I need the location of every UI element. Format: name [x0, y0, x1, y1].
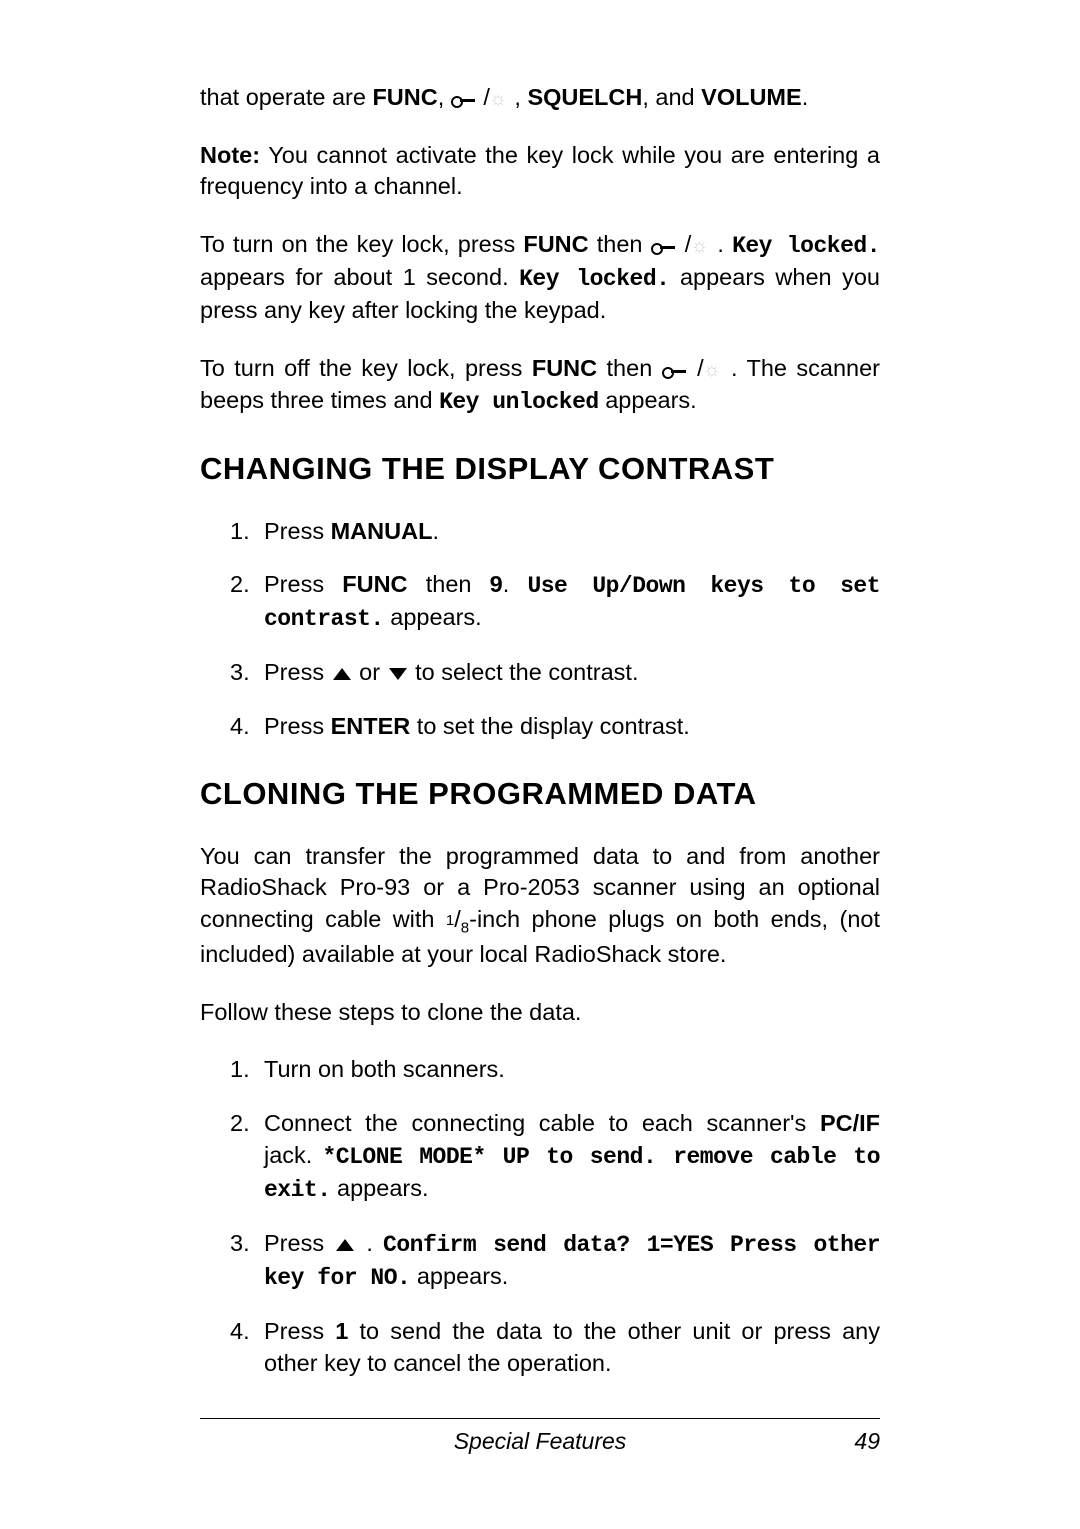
key-func: FUNC — [532, 355, 597, 381]
clone-follow: Follow these steps to clone the data. — [200, 997, 880, 1029]
text: , — [438, 84, 451, 110]
text: . — [709, 231, 732, 257]
text: , and — [642, 84, 701, 110]
note-label: Note: — [200, 142, 260, 168]
heading-contrast: CHANGING THE DISPLAY CONTRAST — [200, 448, 880, 490]
key-squelch: SQUELCH — [527, 84, 642, 110]
paragraph-keylock-on: To turn on the key lock, press FUNC then… — [200, 229, 880, 327]
text: appears. — [410, 1263, 508, 1289]
text: appears. — [599, 387, 697, 413]
text: to send the data to the other unit or pr… — [264, 1318, 880, 1376]
text: . — [356, 1230, 383, 1256]
key-icon — [451, 92, 477, 106]
text: Press — [264, 571, 342, 597]
paragraph-operate: that operate are FUNC, / , SQUELCH, and … — [200, 82, 880, 114]
list-item: Press . Confirm send data? 1=YES Press o… — [230, 1228, 880, 1294]
text: Press — [264, 1318, 335, 1344]
text: Press — [264, 1230, 334, 1256]
jack-pcif: PC/IF — [820, 1110, 880, 1136]
text: Press — [264, 518, 331, 544]
key-icon — [662, 363, 688, 377]
list-item: Press 1 to send the data to the other un… — [230, 1316, 880, 1379]
display-msg: Key locked. — [732, 233, 880, 259]
light-icon — [691, 237, 709, 255]
footer-rule — [200, 1418, 880, 1419]
text: appears for about 1 second. — [200, 264, 519, 290]
footer-spacer — [200, 1428, 260, 1455]
text: then — [589, 231, 651, 257]
text: to set the display contrast. — [410, 713, 690, 739]
note-paragraph: Note: You cannot activate the key lock w… — [200, 140, 880, 203]
up-arrow-icon — [333, 668, 351, 680]
list-item: Connect the connecting cable to each sca… — [230, 1108, 880, 1206]
light-icon — [490, 90, 508, 108]
display-msg: Key locked. — [519, 266, 669, 292]
text: to select the contrast. — [409, 659, 639, 685]
list-item: Press FUNC then 9. Use Up/Down keys to s… — [230, 569, 880, 635]
text: or — [353, 659, 387, 685]
text: then — [597, 355, 662, 381]
clone-intro: You can transfer the programmed data to … — [200, 841, 880, 971]
list-item: Turn on both scanners. — [230, 1054, 880, 1086]
text: that operate are — [200, 84, 372, 110]
text: jack. — [264, 1142, 322, 1168]
up-arrow-icon — [336, 1239, 354, 1251]
text: . — [432, 518, 439, 544]
text: appears. — [384, 604, 482, 630]
text: To turn off the key lock, press — [200, 355, 532, 381]
key-enter: ENTER — [331, 713, 411, 739]
light-icon — [704, 361, 722, 379]
key-nine: 9 — [490, 571, 503, 597]
paragraph-keylock-off: To turn off the key lock, press FUNC the… — [200, 353, 880, 418]
heading-cloning: CLONING THE PROGRAMMED DATA — [200, 773, 880, 815]
text: Connect the connecting cable to each sca… — [264, 1110, 820, 1136]
text: To turn on the key lock, press — [200, 231, 523, 257]
fraction-den: 8 — [461, 920, 469, 937]
text: Turn on both scanners. — [264, 1056, 505, 1082]
page-footer: Special Features 49 — [200, 1428, 880, 1455]
footer-section-title: Special Features — [260, 1428, 820, 1455]
text: / — [688, 355, 704, 381]
list-item: Press MANUAL. — [230, 516, 880, 548]
text: / — [677, 231, 692, 257]
key-manual: MANUAL — [331, 518, 433, 544]
key-volume: VOL­UME — [701, 84, 802, 110]
text: . — [802, 84, 809, 110]
text: Press — [264, 659, 331, 685]
key-icon — [651, 239, 677, 253]
text: Press — [264, 713, 331, 739]
list-item: Press or to select the contrast. — [230, 657, 880, 689]
text: , — [508, 84, 528, 110]
fraction-num: 1 — [446, 912, 454, 929]
clone-steps: Turn on both scanners. Connect the conne… — [230, 1054, 880, 1379]
key-func: FUNC — [523, 231, 588, 257]
down-arrow-icon — [389, 668, 407, 680]
list-item: Press ENTER to set the display contrast. — [230, 711, 880, 743]
contrast-steps: Press MANUAL. Press FUNC then 9. Use Up/… — [230, 516, 880, 743]
display-msg: Key unlocked — [439, 389, 599, 415]
note-body: You cannot activate the key lock while y… — [200, 142, 880, 200]
key-func: FUNC — [342, 571, 407, 597]
key-one: 1 — [335, 1318, 348, 1344]
text: then — [408, 571, 490, 597]
text: appears. — [331, 1175, 429, 1201]
page-number: 49 — [820, 1428, 880, 1455]
text: . — [503, 571, 528, 597]
key-func: FUNC — [372, 84, 437, 110]
page-body: that operate are FUNC, / , SQUELCH, and … — [0, 0, 1080, 1466]
